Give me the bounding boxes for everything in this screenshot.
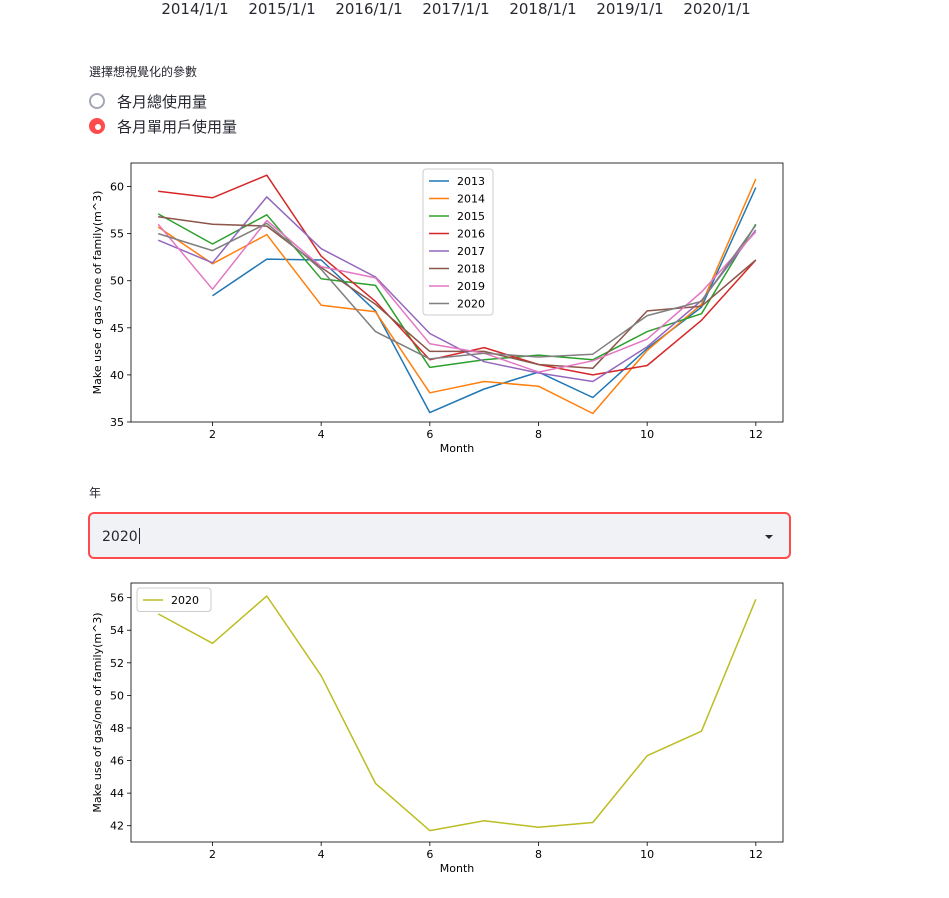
year-select-value: 2020	[102, 529, 138, 545]
legend-label: 2018	[457, 263, 485, 276]
radio-circle-icon[interactable]	[89, 118, 105, 134]
legend-label: 2020	[457, 298, 485, 311]
y-axis-label: Make use of gas /one of family(m^3)	[91, 191, 104, 395]
series-line-2019	[157, 219, 757, 373]
radio-option-total[interactable]: 各月總使用量	[89, 90, 207, 112]
top-axis-label: 2016/1/1	[335, 0, 403, 18]
top-axis-label: 2017/1/1	[422, 0, 490, 18]
x-axis-label: Month	[440, 862, 475, 875]
y-tick-label: 44	[110, 787, 124, 800]
legend-label: 2015	[457, 210, 485, 223]
y-tick-label: 35	[110, 416, 124, 429]
radio-option-label: 各月單用戶使用量	[117, 117, 238, 136]
year-select[interactable]: 2020	[88, 512, 791, 559]
x-tick-label: 10	[640, 848, 654, 861]
legend-box	[422, 168, 494, 316]
x-tick-label: 10	[640, 428, 654, 441]
param-radio-label: 選擇想視覺化的參數	[89, 65, 198, 79]
legend-label: 2019	[457, 280, 485, 293]
y-tick-label: 40	[110, 369, 124, 382]
series-line-2017	[157, 196, 757, 383]
legend-label: 2016	[457, 228, 485, 241]
y-tick-label: 50	[110, 275, 124, 288]
y-tick-label: 55	[110, 228, 124, 241]
x-tick-label: 8	[535, 428, 542, 441]
y-tick-label: 48	[110, 722, 124, 735]
x-tick-label: 8	[535, 848, 542, 861]
y-axis-label: Make use of gas/one of family(m^3)	[91, 612, 104, 812]
x-tick-label: 6	[426, 848, 433, 861]
monthly-gas-chart-all-years: 2 4 6 8 10 12 35 40 45 50 55 60 Month Make use of gas…	[91, 162, 784, 455]
legend-label: 2017	[457, 245, 485, 258]
legend-label: 2020	[171, 594, 199, 607]
previous-chart-x-axis: 2014/1/1 2015/1/1 2016/1/1 2017/1/1 2018…	[0, 0, 949, 30]
x-tick-label: 4	[318, 428, 325, 441]
series-line-2018	[158, 215, 757, 370]
top-axis-label: 2015/1/1	[248, 0, 316, 18]
series-line-2015	[157, 213, 757, 369]
legend-label: 2014	[457, 193, 485, 206]
year-select-label: 年	[89, 486, 102, 500]
legend-box	[136, 587, 212, 612]
legend-label: 2013	[457, 175, 485, 188]
radio-circle-icon[interactable]	[89, 93, 105, 109]
x-tick-label: 2	[209, 848, 216, 861]
series-line-2020	[157, 222, 757, 360]
chevron-down-icon[interactable]	[765, 535, 773, 539]
x-tick-label: 12	[749, 848, 763, 861]
top-axis-label: 2018/1/1	[509, 0, 577, 18]
series-line-2016	[158, 174, 757, 376]
top-axis-label: 2019/1/1	[596, 0, 664, 18]
series-line-2020	[157, 595, 757, 832]
y-tick-label: 50	[110, 689, 124, 702]
series-line-2014	[157, 178, 757, 415]
plot-frame	[130, 582, 784, 843]
x-tick-label: 4	[318, 848, 325, 861]
y-tick-label: 56	[110, 592, 124, 605]
y-tick-label: 46	[110, 755, 124, 768]
x-tick-label: 6	[426, 428, 433, 441]
top-axis-label: 2014/1/1	[161, 0, 229, 18]
y-tick-label: 52	[110, 657, 124, 670]
top-axis-label: 2020/1/1	[683, 0, 751, 18]
y-tick-label: 45	[110, 322, 124, 335]
x-tick-label: 2	[209, 428, 216, 441]
x-axis-label: Month	[440, 442, 475, 455]
y-tick-label: 60	[110, 181, 124, 194]
y-tick-label: 54	[110, 624, 124, 637]
radio-option-label: 各月總使用量	[117, 92, 208, 111]
x-tick-label: 12	[749, 428, 763, 441]
y-tick-label: 42	[110, 820, 124, 833]
radio-option-per-household[interactable]: 各月單用戶使用量	[89, 115, 237, 137]
